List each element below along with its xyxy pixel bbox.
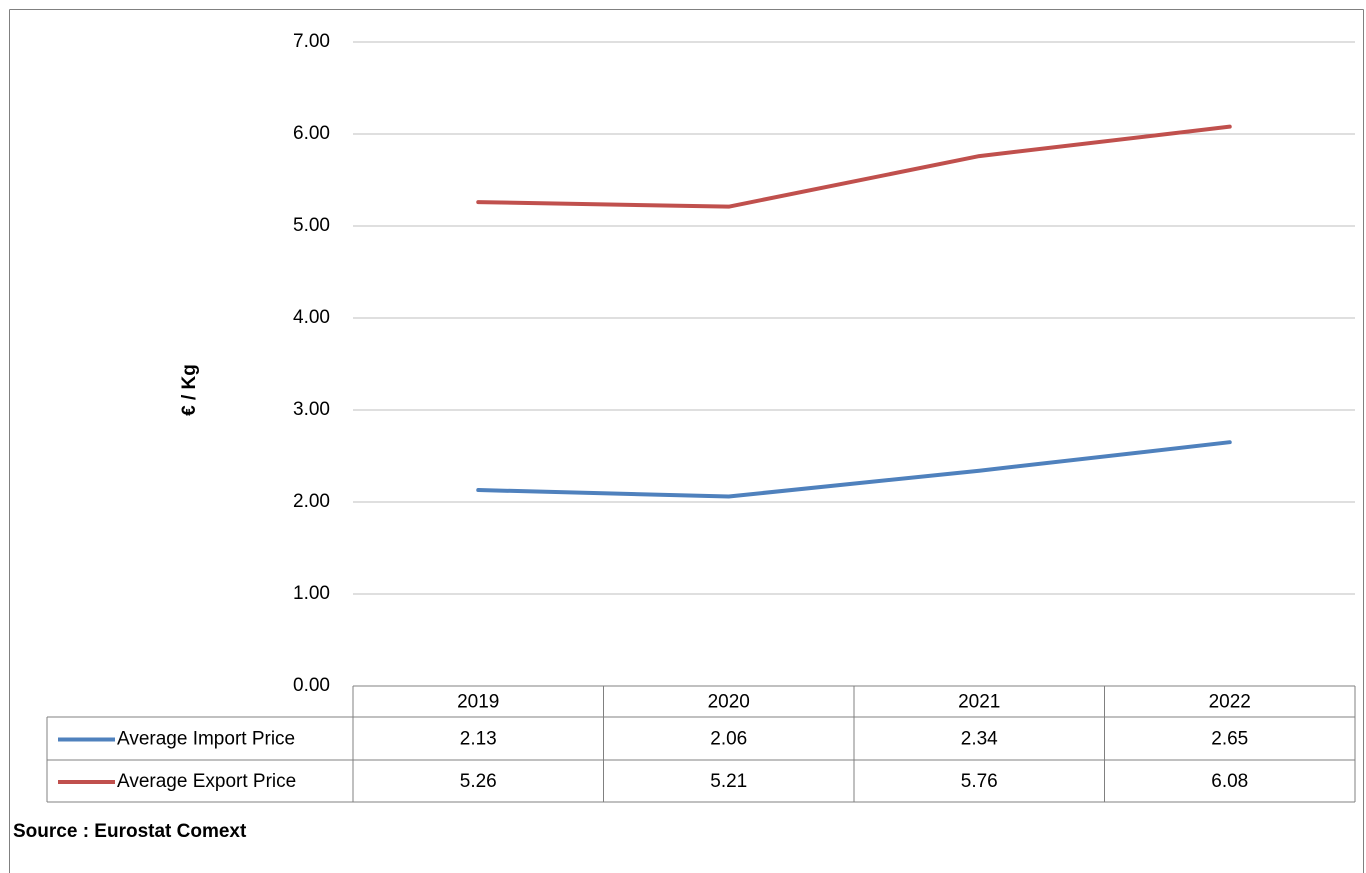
table-value: 5.21 (710, 771, 747, 792)
legend-label: Average Import Price (117, 729, 295, 750)
y-tick-label: 2.00 (293, 491, 330, 512)
y-tick-label: 1.00 (293, 583, 330, 604)
y-tick-label: 0.00 (293, 675, 330, 696)
y-tick-label: 4.00 (293, 307, 330, 328)
table-value: 5.76 (961, 771, 998, 792)
table-value: 2.34 (961, 729, 998, 750)
series-line (476, 124, 1232, 209)
table-value: 5.26 (460, 771, 497, 792)
x-tick-label: 2019 (457, 692, 499, 713)
table-value: 2.65 (1211, 729, 1248, 750)
source-note: Source : Eurostat Comext (13, 821, 247, 842)
table-value: 6.08 (1211, 771, 1248, 792)
y-axis-label: € / Kg (179, 364, 200, 416)
y-tick-label: 6.00 (293, 123, 330, 144)
x-tick-label: 2020 (708, 692, 750, 713)
series-line (476, 440, 1232, 499)
y-tick-label: 7.00 (293, 31, 330, 52)
table-value: 2.06 (710, 729, 747, 750)
y-tick-label: 5.00 (293, 215, 330, 236)
table-value: 2.13 (460, 729, 497, 750)
x-tick-label: 2021 (958, 692, 1000, 713)
y-tick-label: 3.00 (293, 399, 330, 420)
legend-label: Average Export Price (117, 771, 296, 792)
x-tick-label: 2022 (1209, 692, 1251, 713)
